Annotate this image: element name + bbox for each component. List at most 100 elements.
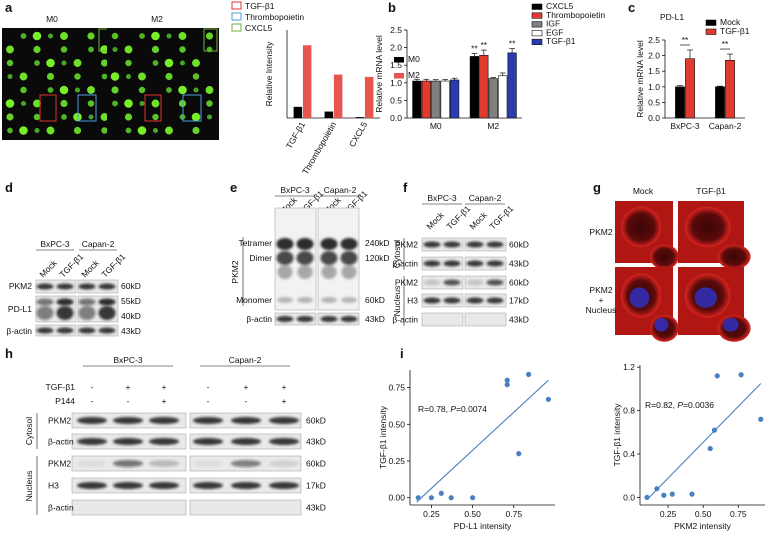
blot-band [443, 279, 461, 286]
array-spot [111, 32, 119, 40]
bar [412, 80, 422, 119]
cell-body [649, 244, 679, 270]
blot-panel [421, 256, 464, 271]
cell-body [717, 244, 751, 270]
legend-swatch [394, 73, 404, 79]
blot-band [443, 297, 461, 304]
array-spot [74, 73, 81, 80]
array-spot [74, 87, 81, 93]
blot-band [423, 279, 441, 286]
panel-label: i [400, 346, 404, 361]
array-label: M0 [46, 14, 58, 24]
blot-band [340, 251, 358, 265]
chart-title: PD-L1 [660, 12, 684, 22]
array-spot [46, 58, 55, 68]
panel-label: b [388, 0, 396, 15]
panel-label: g [593, 180, 601, 195]
lane-label: Mock [467, 209, 489, 231]
array-spot [112, 100, 118, 107]
form-label: Tetramer [238, 238, 272, 248]
significance: ** [481, 40, 488, 50]
blot-band [486, 297, 504, 304]
legend-label: Thrombopoietin [245, 12, 304, 22]
y-tick-label: 0.00 [388, 493, 405, 503]
bar [685, 58, 695, 119]
panel-label: h [5, 346, 13, 361]
blot-band [340, 238, 358, 250]
array-spot [73, 59, 82, 67]
bar [479, 55, 489, 119]
x-axis-label: PKM2 intensity [674, 521, 731, 531]
highlight-box [39, 94, 57, 122]
array-spot [125, 73, 132, 80]
bar [498, 75, 508, 119]
point [428, 495, 435, 501]
x-tick-label: 0.75 [730, 509, 747, 519]
array-spot [152, 127, 159, 134]
legend-box [231, 1, 242, 10]
row-label: β-actin [392, 315, 418, 325]
array-spot [33, 113, 41, 121]
bar [488, 78, 498, 119]
blot-band [113, 460, 143, 467]
point [504, 377, 510, 383]
point [661, 492, 667, 498]
y-tick-label: 0.25 [388, 456, 405, 466]
blot-band [231, 438, 261, 445]
y-tick-label: 1.2 [623, 362, 635, 372]
blot-panel [35, 324, 77, 337]
nucleus [654, 318, 669, 332]
blot-band [321, 265, 337, 279]
array-spot [164, 58, 174, 68]
blot-band [423, 260, 441, 267]
y-axis-label: Relative Intensity [264, 41, 274, 106]
array-spot [137, 126, 147, 135]
blot-band [341, 265, 357, 279]
y-axis-label: Relative mRNA level [374, 35, 384, 113]
y-tick-label: 0.0 [390, 113, 402, 123]
array-spot [60, 46, 68, 53]
x-tick-label: TGF-β1 [284, 120, 308, 151]
blot-band [113, 417, 143, 424]
array-spot [6, 59, 14, 67]
cell-line: Capan-2 [324, 185, 357, 195]
legend-box [231, 12, 242, 21]
y-tick-label: 0.50 [388, 419, 405, 429]
blot-band [423, 297, 441, 304]
legend-label: IGF [546, 19, 560, 29]
treatment-sign: - [207, 382, 210, 392]
blot-band [36, 306, 54, 320]
row-label: β-actin [246, 314, 272, 324]
array-spot [191, 112, 201, 122]
point [470, 495, 476, 501]
cell-line: Capan-2 [469, 193, 502, 203]
array-spot [111, 86, 119, 94]
y-tick-label: 1.5 [390, 60, 402, 70]
array-spot [19, 126, 28, 135]
x-tick-label: M0 [430, 121, 442, 131]
blot-band [77, 460, 107, 467]
blot-panel [464, 275, 507, 290]
blot-band [98, 298, 116, 306]
blot-band [269, 417, 299, 424]
panel-label: f [403, 180, 408, 195]
column-label: Mock [633, 186, 654, 196]
blot-band [443, 260, 461, 267]
blot-band [321, 297, 337, 303]
form-label: Dimer [249, 253, 272, 263]
row-label: H3 [407, 296, 418, 306]
array-spot [61, 114, 67, 120]
size-label: 240kD [365, 238, 390, 248]
array-spot [20, 100, 27, 107]
blot-band [423, 241, 441, 248]
treatment-sign: + [162, 396, 167, 406]
array-label: M2 [151, 14, 163, 24]
x-tick-label: Capan-2 [709, 121, 742, 131]
array-spot [100, 45, 109, 54]
lane-label: Mock [424, 209, 446, 231]
blot-band [466, 241, 484, 248]
column-label: TGF-β1 [696, 186, 726, 196]
array-spot [192, 126, 200, 135]
blot-band [77, 482, 107, 489]
